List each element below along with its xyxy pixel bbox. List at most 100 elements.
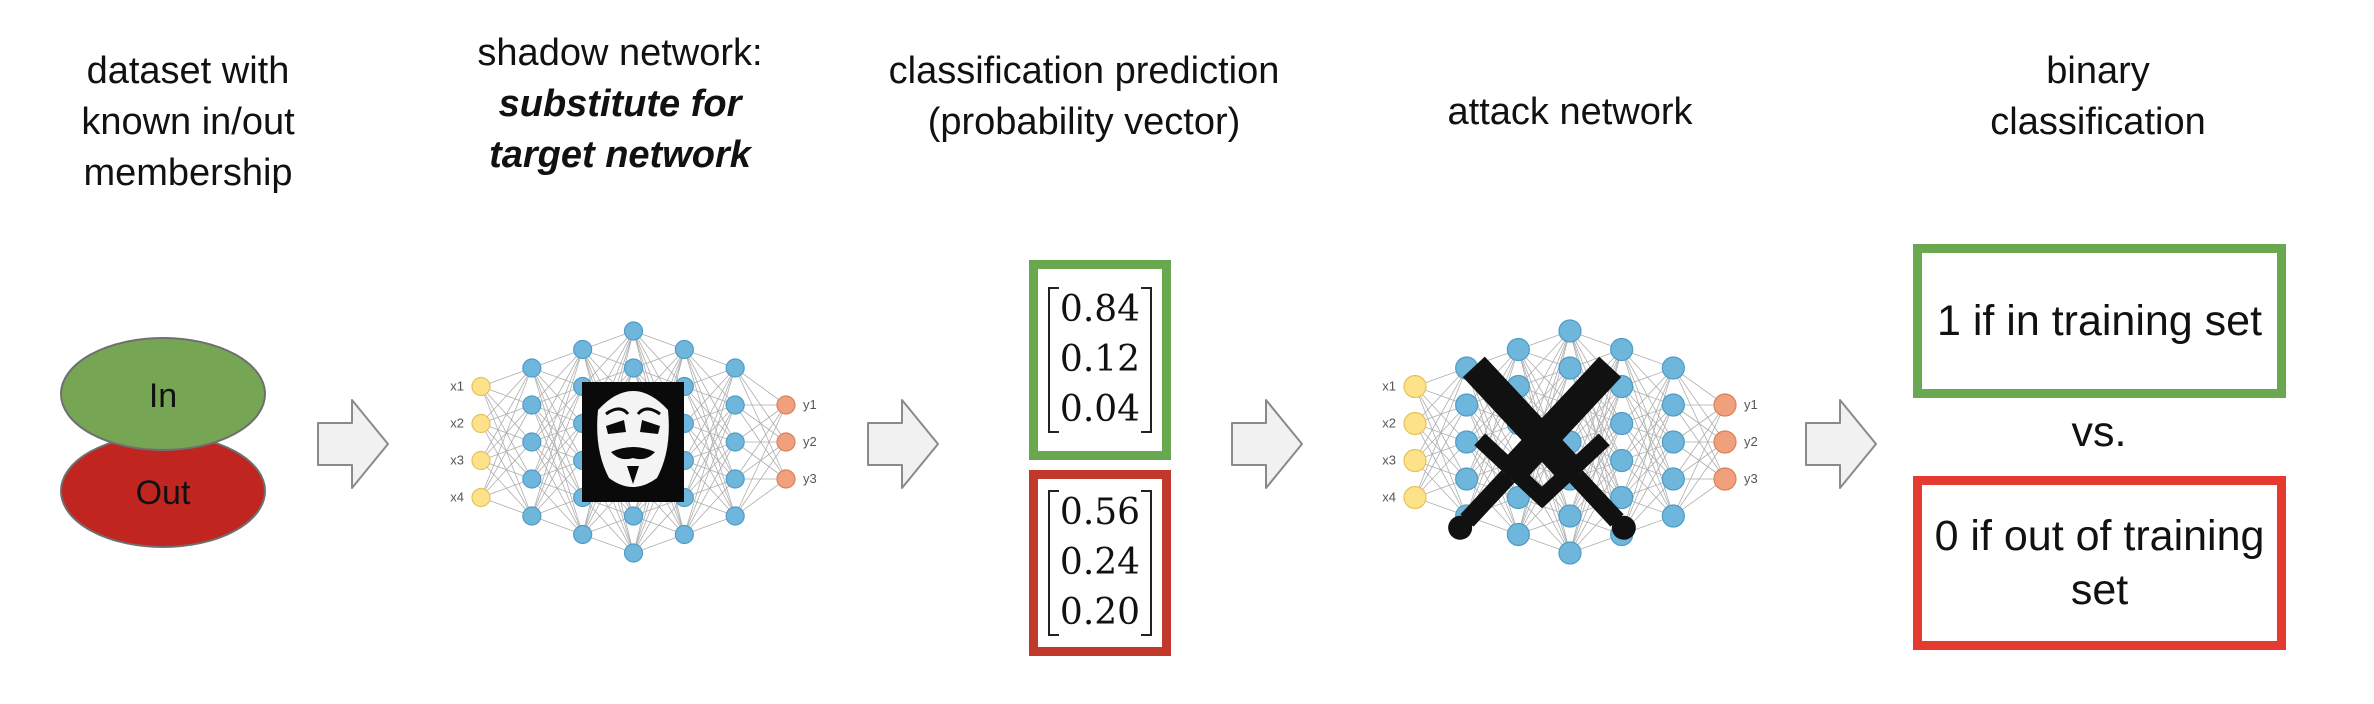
out-label: Out (136, 474, 191, 512)
dataset-heading-line: dataset with (86, 50, 290, 92)
vector-value: 0.20 (1059, 592, 1141, 633)
network-node (674, 339, 694, 360)
network-node (1661, 430, 1685, 454)
dataset-heading-line: known in/out (81, 101, 295, 143)
flow-arrows (317, 399, 1877, 489)
network-node (623, 358, 644, 378)
output-node-label: y1 (803, 397, 817, 412)
out-vector-matrix: 0.56 0.24 0.20 (1047, 488, 1153, 638)
binary-classification-heading: binary classification (1990, 46, 2205, 148)
network-node (1661, 467, 1685, 491)
input-node-label: x1 (1382, 379, 1396, 394)
network-node (1610, 411, 1634, 436)
network-node (522, 358, 542, 378)
network-node (573, 524, 593, 545)
network-node (1661, 504, 1685, 528)
network-node (623, 321, 644, 341)
out-of-training-set-box: 0 if out of training set (1913, 476, 2286, 650)
network-node (1455, 430, 1479, 454)
network-node (1403, 485, 1427, 510)
in-vector-matrix: 0.84 0.12 0.04 (1047, 285, 1153, 435)
input-node-label: x4 (1382, 490, 1396, 505)
network-node (1506, 337, 1530, 362)
network-node (1610, 337, 1634, 362)
anonymous-mask-icon (582, 382, 684, 502)
network-node (522, 432, 542, 452)
network-node (1403, 448, 1427, 473)
flow-arrow-4 (1805, 399, 1877, 489)
dataset-ellipses: In Out (60, 337, 266, 548)
network-node (522, 395, 542, 415)
output-node-label: y2 (1744, 434, 1758, 449)
network-node (623, 506, 644, 526)
prediction-heading-line: (probability vector) (927, 101, 1241, 143)
vector-value: 0.04 (1059, 389, 1141, 430)
input-node-label: x4 (450, 490, 464, 505)
input-node-label: x2 (450, 416, 464, 431)
network-node (623, 543, 644, 563)
network-node (522, 506, 542, 526)
versus-label: vs. (2071, 408, 2127, 456)
out-of-training-set-text: 0 if out of training set (1934, 512, 2265, 614)
input-node-label: x3 (1382, 453, 1396, 468)
network-node (1610, 485, 1634, 510)
network-node (471, 450, 491, 471)
network-node (1455, 467, 1479, 491)
output-node-label: y1 (1744, 397, 1758, 412)
network-node (1661, 393, 1685, 417)
network-node (1661, 356, 1685, 380)
network-node (776, 395, 796, 415)
network-node (471, 487, 491, 508)
in-probability-vector: 0.84 0.12 0.04 (1029, 260, 1171, 460)
vector-value: 0.24 (1059, 542, 1141, 583)
shadow-heading-bold-line: substitute for (498, 83, 742, 125)
attack-heading-line: attack network (1447, 91, 1693, 133)
crossed-swords-icon (1448, 356, 1636, 540)
network-node (1403, 411, 1427, 436)
network-node (725, 358, 745, 378)
network-node (1558, 541, 1582, 565)
network-node (1713, 430, 1737, 454)
in-ellipse (60, 337, 266, 451)
network-node (1506, 522, 1530, 547)
in-training-set-text: 1 if in training set (1936, 297, 2263, 345)
network-node (471, 413, 491, 434)
network-node (1713, 467, 1737, 491)
network-node (573, 339, 593, 360)
binary-heading-line: classification (1990, 101, 2206, 143)
network-node (1506, 485, 1530, 510)
input-node-label: x3 (450, 453, 464, 468)
out-probability-vector: 0.56 0.24 0.20 (1029, 470, 1171, 656)
dataset-heading: dataset with known in/out membership (81, 46, 294, 199)
dataset-heading-line: membership (83, 152, 293, 194)
network-node (1713, 393, 1737, 417)
shadow-network-heading: shadow network: substitute for target ne… (477, 28, 762, 181)
vector-value: 0.12 (1059, 339, 1141, 380)
prediction-heading: classification prediction (probability v… (889, 46, 1280, 148)
vector-value: 0.84 (1059, 289, 1141, 330)
network-node (1558, 504, 1582, 528)
vector-value: 0.56 (1059, 492, 1141, 533)
network-node (471, 376, 491, 397)
flow-arrow-3 (1231, 399, 1303, 489)
network-node (1558, 356, 1582, 380)
flow-arrow-1 (317, 399, 389, 489)
prediction-heading-line: classification prediction (888, 50, 1280, 92)
shadow-heading-bold-line: target network (489, 134, 751, 176)
network-node (725, 432, 745, 452)
network-node (776, 469, 796, 489)
output-node-label: y3 (803, 471, 817, 486)
network-node (776, 432, 796, 452)
network-node (1455, 393, 1479, 417)
attack-neural-network: x1 x2 x3 x4 y1 y2 y3 (1382, 319, 1758, 565)
network-node (725, 469, 745, 489)
network-node (1558, 319, 1582, 343)
network-node (1403, 374, 1427, 399)
binary-heading-line: binary (2046, 50, 2150, 92)
network-node (725, 506, 745, 526)
in-label: In (149, 377, 177, 415)
input-node-label: x1 (450, 379, 464, 394)
in-training-set-box: 1 if in training set (1913, 244, 2286, 398)
network-node (1610, 448, 1634, 473)
